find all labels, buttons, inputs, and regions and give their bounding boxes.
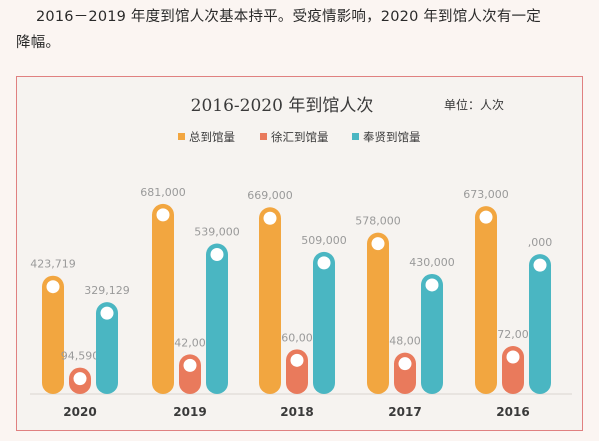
chart-unit: 单位：人次	[444, 97, 504, 112]
bar-marker-2-2019	[210, 248, 224, 262]
bar-marker-2-2018	[317, 256, 331, 270]
bar-marker-1-2020	[73, 372, 87, 386]
bar-marker-2-2020	[100, 306, 114, 320]
legend-swatch-2	[352, 133, 359, 140]
x-tick-2017: 2017	[388, 405, 421, 419]
bar-0-2019	[152, 203, 174, 394]
legend: 总到馆量 徐汇到馆量 奉贤到馆量	[178, 130, 421, 144]
data-label-0-2020: 423,719	[30, 258, 76, 271]
bar-marker-1-2019	[183, 358, 197, 372]
legend-swatch-1	[260, 133, 267, 140]
bar-marker-1-2017	[398, 357, 412, 371]
data-label-0-2016: 673,000	[463, 188, 509, 201]
bar-marker-1-2018	[290, 353, 304, 367]
bar-2-2018	[313, 251, 335, 394]
bar-marker-0-2018	[263, 211, 277, 225]
data-label-1-2018: 60,00	[281, 331, 313, 344]
bar-2-2020	[96, 302, 118, 394]
legend-swatch-0	[178, 133, 185, 140]
bar-marker-0-2019	[156, 208, 170, 222]
bars-layer: 423,719 94,590 329,129 681,000 42,00 539,000 6…	[30, 186, 552, 394]
data-label-0-2017: 578,000	[355, 215, 401, 228]
x-tick-2016: 2016	[496, 405, 529, 419]
chart-title: 2016-2020 年到馆人次	[191, 96, 374, 116]
bar-2-2019	[206, 243, 228, 394]
data-label-2-2019: 539,000	[194, 226, 240, 239]
x-tick-2020: 2020	[63, 405, 96, 419]
data-label-1-2017: 48,00	[389, 335, 421, 348]
legend-label-0: 总到馆量	[189, 130, 235, 144]
bar-2-2017	[421, 273, 443, 394]
data-label-2-2017: 430,000	[409, 256, 455, 269]
bar-marker-0-2020	[46, 280, 60, 294]
data-label-2-2020: 329,129	[84, 284, 130, 297]
bar-marker-0-2016	[479, 210, 493, 224]
legend-label-2: 奉贤到馆量	[363, 130, 421, 144]
intro-paragraph: 2016－2019 年度到馆人次基本持平。受疫情影响，2020 年到馆人次有一定…	[16, 4, 588, 56]
legend-label-1: 徐汇到馆量	[271, 130, 329, 144]
bar-marker-1-2016	[506, 350, 520, 364]
bar-marker-2-2017	[425, 278, 439, 292]
bar-marker-0-2017	[371, 237, 385, 251]
x-tick-labels: 2020 2019 2018 2017 2016	[63, 405, 529, 419]
bar-0-2020	[42, 275, 64, 394]
bar-2-2016	[529, 254, 551, 394]
data-label-1-2020: 94,590	[61, 350, 100, 363]
intro-line-2: 降幅。	[16, 35, 61, 51]
data-label-2-2018: 509,000	[301, 234, 347, 247]
data-label-1-2016: 72,00	[497, 328, 529, 341]
data-label-1-2019: 42,00	[174, 336, 206, 349]
data-label-0-2018: 669,000	[247, 189, 293, 202]
bar-0-2017	[367, 232, 389, 394]
data-label-2-2016: ,000	[528, 236, 553, 249]
x-tick-2019: 2019	[173, 405, 206, 419]
data-label-0-2019: 681,000	[140, 186, 186, 199]
x-tick-2018: 2018	[280, 405, 313, 419]
intro-line-1: 2016－2019 年度到馆人次基本持平。受疫情影响，2020 年到馆人次有一定	[36, 9, 541, 25]
bar-0-2018	[259, 207, 281, 394]
bar-marker-2-2016	[533, 258, 547, 272]
bar-0-2016	[475, 206, 497, 394]
